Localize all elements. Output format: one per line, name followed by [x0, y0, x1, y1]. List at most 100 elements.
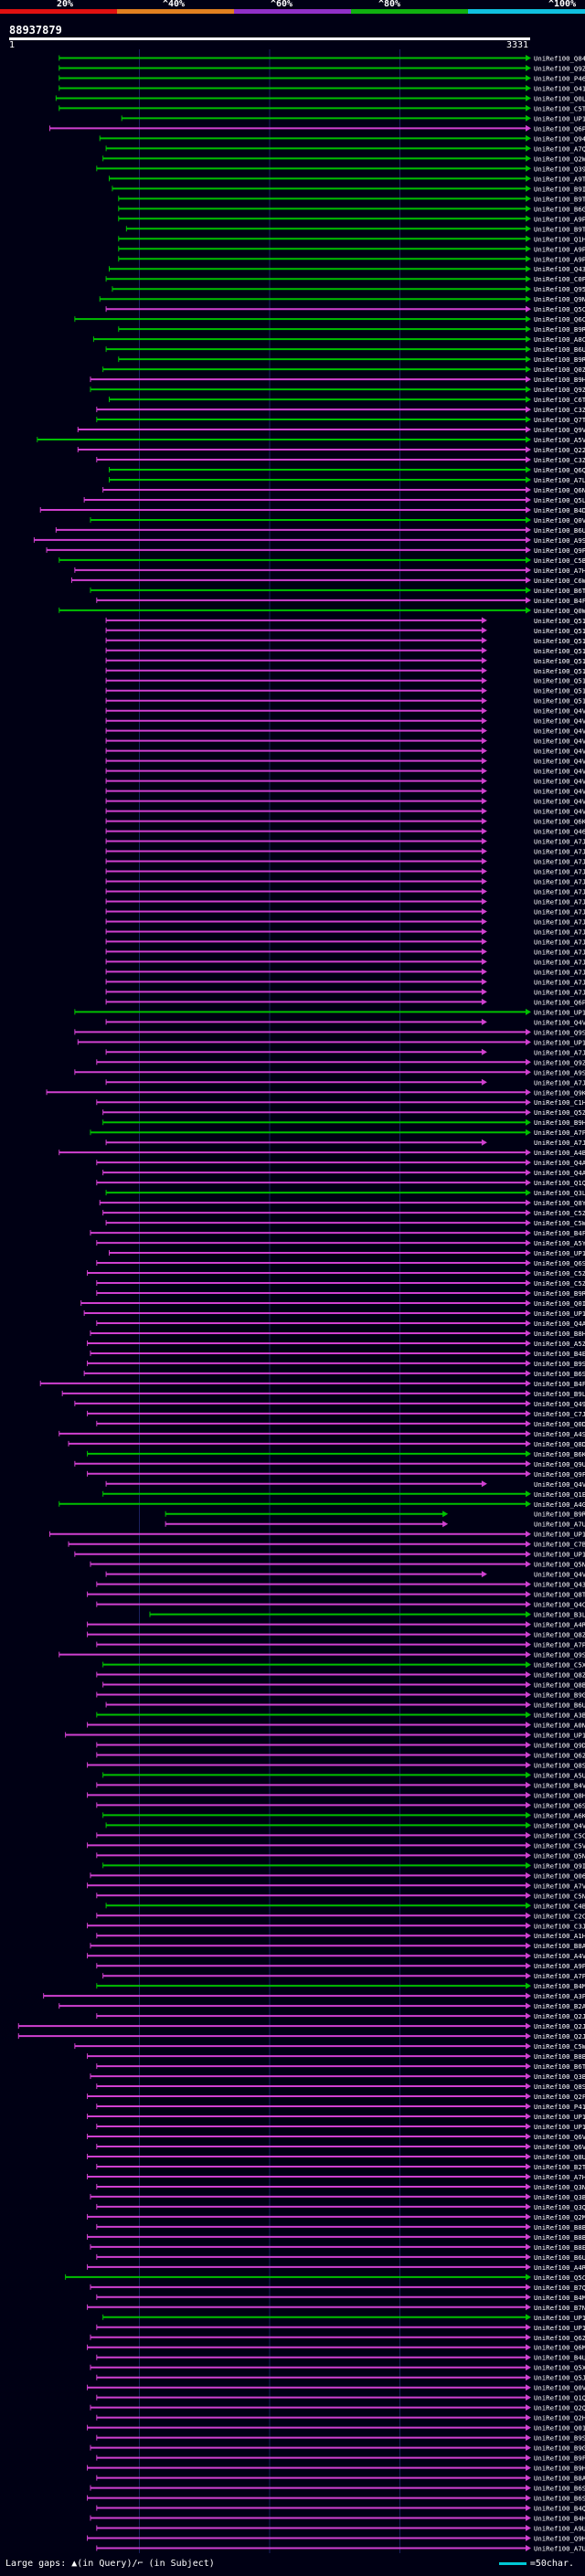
hit-label: UniRef100_A7J8R6: [534, 958, 585, 966]
hit-end-arrow: [526, 1821, 531, 1829]
hit-end-arrow: [481, 697, 487, 705]
hit-row: UniRef100_B7QA23: [90, 2284, 585, 2292]
scale-label-40: ^40%: [163, 0, 186, 9]
axis-start-label: 1: [9, 40, 16, 50]
hit-end-arrow: [526, 2263, 531, 2271]
hit-end-arrow: [526, 1591, 531, 1598]
hit-end-arrow: [526, 1169, 531, 1176]
hit-row: UniRef100_Q5CT94: [65, 2274, 585, 2282]
hit-row: UniRef100_Q6V5SE: [96, 2143, 585, 2151]
hit-end-arrow: [526, 265, 531, 272]
hit-row: UniRef100_Q4VT06: [105, 798, 585, 806]
hit-end-arrow: [526, 1952, 531, 1959]
hit-row: UniRef100_A7J8T6: [105, 848, 585, 856]
hit-end-arrow: [481, 1018, 487, 1025]
hit-end-arrow: [526, 1871, 531, 1879]
hit-label: UniRef100_Q6NEX6: [534, 486, 585, 494]
hit-row: UniRef100_B8BR77: [96, 2223, 585, 2231]
hit-end-arrow: [481, 808, 487, 815]
hit-row: UniRef100_A5USV4: [102, 1771, 585, 1779]
hit-row: UniRef100_A6KCB3: [102, 1811, 585, 1819]
hit-row: UniRef100_B6GUZ1: [118, 205, 585, 213]
hit-label: UniRef100_A7PLL6: [534, 1972, 585, 1980]
hit-label: UniRef100_A9S1Y2: [534, 1068, 585, 1076]
hit-row: UniRef100_UP1000...: [102, 2314, 585, 2322]
hit-end-arrow: [526, 1118, 531, 1126]
hit-end-arrow: [526, 205, 531, 212]
hit-end-arrow: [526, 2153, 531, 2160]
hit-end-arrow: [526, 1028, 531, 1035]
hit-end-arrow: [526, 1731, 531, 1738]
hit-label: UniRef100_B9HKZ4: [534, 1118, 585, 1127]
hit-end-arrow: [526, 1922, 531, 1929]
hit-row: UniRef100_B8AW16: [96, 2475, 585, 2483]
hit-row: UniRef100_Q0LG54: [55, 94, 585, 102]
hit-label: UniRef100_C7BV38: [534, 1541, 585, 1549]
hit-label: UniRef100_Q6C9S2: [534, 315, 585, 323]
axis-end-label: 3331: [506, 40, 529, 50]
hit-label: UniRef100_C3ZC52: [534, 456, 585, 464]
hit-end-arrow: [526, 1340, 531, 1347]
hit-row: UniRef100_B6UIN0: [55, 526, 585, 535]
hit-label: UniRef100_Q4VT14: [534, 747, 585, 756]
hit-row: UniRef100_UP1000...: [96, 2324, 585, 2332]
legend: Large gaps: ▲(in Query)/⌐ (in Subject) =…: [5, 2558, 581, 2571]
hit-label: UniRef100_B6UDU1: [534, 2253, 585, 2262]
hit-label: UniRef100_B9RA24: [534, 355, 585, 364]
hit-end-arrow: [526, 2495, 531, 2502]
hit-end-arrow: [526, 577, 531, 584]
hit-end-arrow: [526, 1761, 531, 1768]
hit-label: UniRef100_Q4VT17: [534, 727, 585, 736]
hit-label: UniRef100_A5USV4: [534, 1771, 585, 1779]
hit-label: UniRef100_Q9HRQ0: [534, 2535, 585, 2543]
hit-label: UniRef100_B4FBM5: [534, 597, 585, 605]
hit-label: UniRef100_B9G5R2: [534, 2444, 585, 2453]
hit-row: UniRef100_Q1HM32: [118, 235, 585, 243]
hit-label: UniRef100_C0P8Y2: [534, 275, 585, 283]
hit-label: UniRef100_Q2J569: [534, 2022, 585, 2030]
hit-end-arrow: [526, 295, 531, 302]
hit-label: UniRef100_A7J8T1: [534, 887, 585, 896]
hit-label: UniRef100_C5VDB8: [534, 1841, 585, 1850]
hit-label: UniRef100_Q94A78: [534, 134, 585, 143]
hit-label: UniRef100_Q8DFU0: [534, 1440, 585, 1448]
hit-row: UniRef100_Q6VT05: [87, 2133, 585, 2141]
hit-label: UniRef100_A4RNP0: [534, 1621, 585, 1629]
hit-row: UniRef100_A4GH48: [58, 1500, 585, 1509]
hit-label: UniRef100_B6SW60: [534, 2485, 585, 2493]
hit-row: UniRef100_B4DBV6: [39, 506, 585, 514]
hit-end-arrow: [526, 2032, 531, 2040]
hit-end-arrow: [526, 2203, 531, 2210]
hit-label: UniRef100_Q4AZS9: [534, 1159, 585, 1167]
hit-label: UniRef100_A9UZB6: [534, 2525, 585, 2533]
hit-label: UniRef100_B8AW16: [534, 2475, 585, 2483]
hit-label: UniRef100_Q4VT04: [534, 1571, 585, 1579]
hit-label: UniRef100_Q6KLB7: [534, 818, 585, 826]
hit-row: UniRef100_A3PMA1: [43, 1992, 585, 2000]
hit-end-arrow: [526, 315, 531, 323]
hit-row: UniRef100_C7BV38: [68, 1541, 585, 1549]
hit-end-arrow: [481, 798, 487, 805]
hit-row: UniRef100_A7J8R5: [105, 968, 585, 976]
hit-end-arrow: [481, 1139, 487, 1146]
hit-row: UniRef100_Q62RM1: [96, 1751, 585, 1759]
hit-row: UniRef100_B4FBV0: [39, 1380, 585, 1388]
hit-end-arrow: [526, 2133, 531, 2140]
hit-row: UniRef100_Q9KKS4: [46, 1088, 585, 1097]
hit-label: UniRef100_A8C635: [534, 335, 585, 344]
hit-end-arrow: [526, 2233, 531, 2241]
hit-end-arrow: [481, 948, 487, 955]
hit-label: UniRef100_B8A170: [534, 1942, 585, 1950]
hit-end-arrow: [481, 1571, 487, 1578]
hit-end-arrow: [526, 1932, 531, 1939]
hit-end-arrow: [481, 958, 487, 965]
hit-end-arrow: [526, 2444, 531, 2452]
hit-row: UniRef100_Q84QK1: [58, 54, 585, 62]
hit-end-arrow: [481, 1480, 487, 1488]
hit-label: UniRef100_B9RLK3: [534, 1289, 585, 1298]
hit-label: UniRef100_Q4A2Z7: [534, 1320, 585, 1328]
hit-label: UniRef100_Q43558: [534, 265, 585, 273]
hit-label: UniRef100_B6TRK7: [534, 587, 585, 595]
hit-end-arrow: [526, 1239, 531, 1246]
hit-end-arrow: [526, 557, 531, 564]
